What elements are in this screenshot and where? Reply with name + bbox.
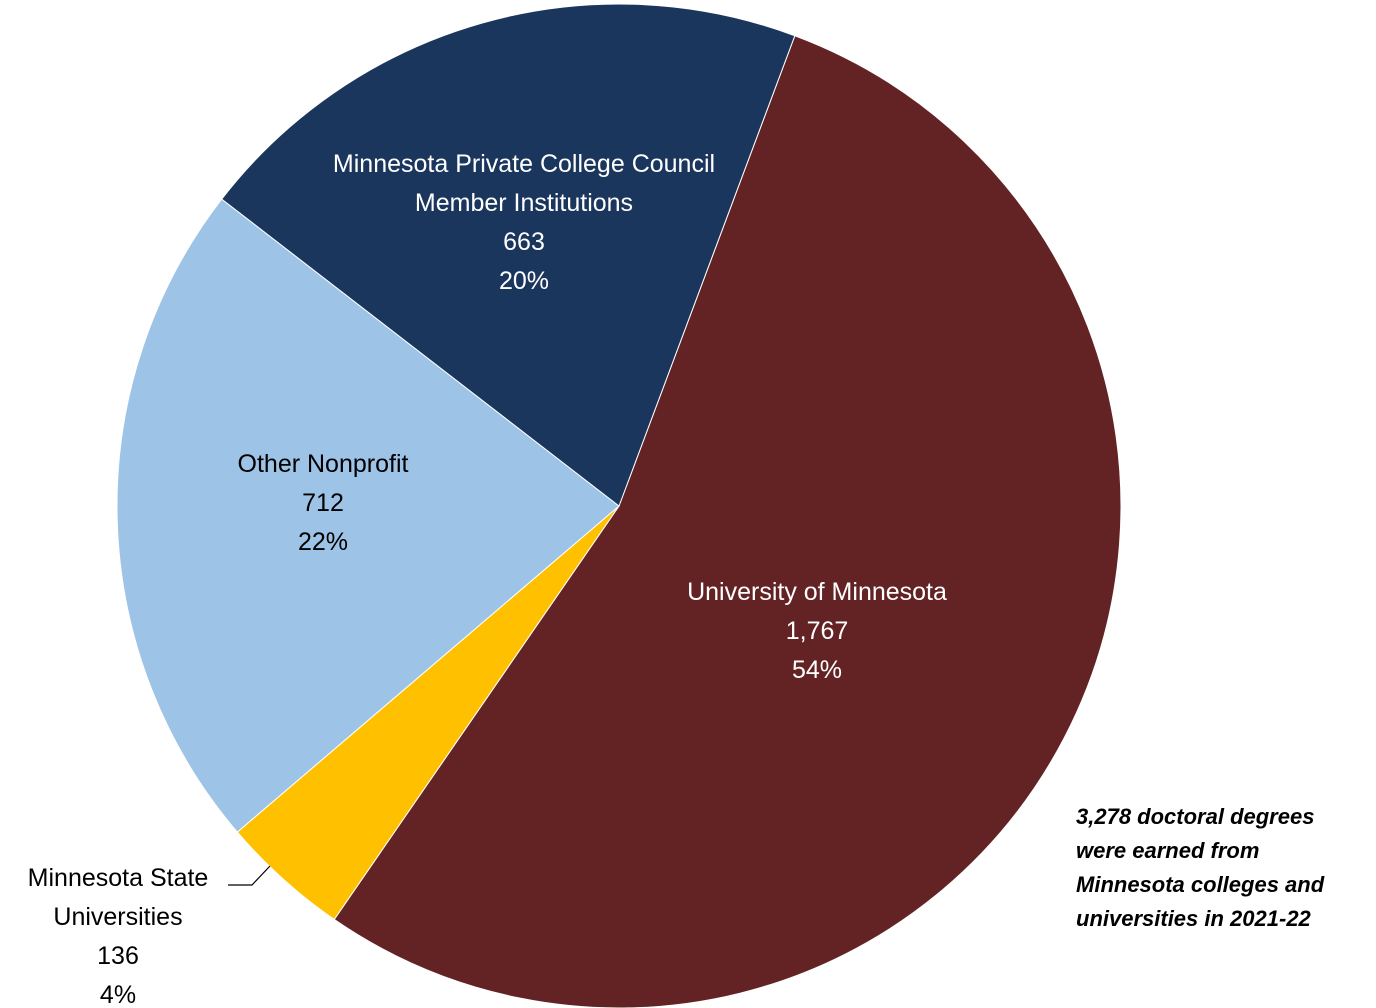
pie-slice	[221, 3, 796, 507]
leader-line	[228, 865, 271, 886]
annotation-line: were earned from	[1076, 838, 1260, 863]
slice-labels: University of Minnesota 1,767 54% Minnesota…	[28, 150, 947, 1008]
annotation-line: universities in 2021-22	[1076, 906, 1311, 931]
annotation-line: Minnesota colleges and	[1076, 872, 1325, 897]
slice-label: Other Nonprofit	[238, 450, 409, 478]
slice-value-label: 712	[302, 489, 344, 517]
slice-label: Universities	[53, 903, 182, 931]
pie-slices	[116, 3, 1122, 1008]
leader-lines	[228, 865, 271, 886]
slice-label: Member Institutions	[415, 189, 633, 217]
annotation-line: 3,278 doctoral degrees	[1076, 804, 1315, 829]
slice-value-label: 663	[503, 228, 545, 256]
slice-percent-label: 20%	[499, 267, 549, 295]
pie-slice	[116, 198, 620, 833]
slice-percent-label: 4%	[100, 981, 136, 1008]
slice-percent-label: 22%	[298, 528, 348, 556]
slice-label: University of Minnesota	[687, 578, 947, 606]
slice-value-label: 136	[97, 942, 139, 970]
pie-slice	[333, 35, 1122, 1008]
slice-value-label: 1,767	[786, 617, 849, 645]
slice-percent-label: 54%	[792, 656, 842, 684]
slice-label: Minnesota Private College Council	[333, 150, 715, 178]
slice-label: Minnesota State	[28, 864, 209, 892]
total-annotation: 3,278 doctoral degrees were earned from …	[1076, 800, 1376, 936]
